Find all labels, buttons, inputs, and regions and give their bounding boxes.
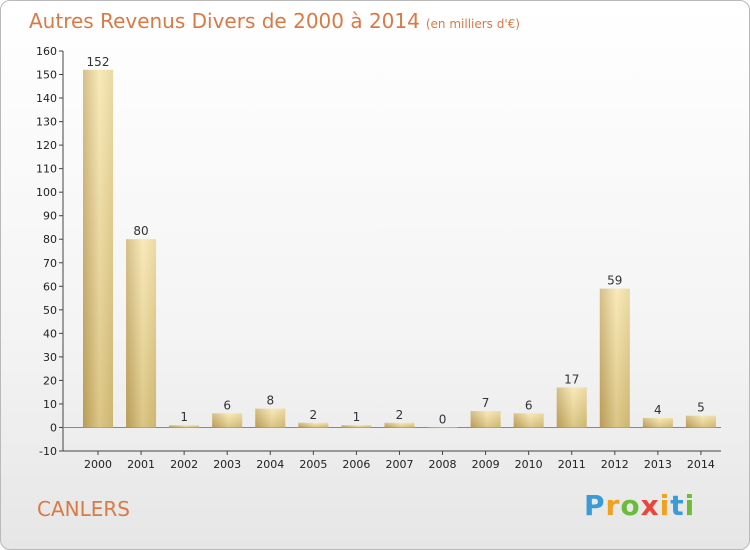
data-label: 6	[525, 398, 533, 412]
y-tick-label: 0	[50, 421, 57, 434]
bar-shade	[685, 415, 716, 428]
x-tick-label: 2012	[601, 458, 629, 471]
bar-shade	[599, 288, 630, 428]
data-label: 5	[697, 401, 705, 415]
data-label: 0	[439, 412, 447, 426]
y-tick-label: 140	[36, 92, 57, 105]
data-label: 152	[87, 55, 110, 69]
data-label: 17	[564, 372, 579, 386]
proxiti-logo: Proxiti	[584, 489, 695, 522]
bar-shade	[642, 418, 673, 428]
y-tick-label: 50	[43, 304, 57, 317]
y-tick-label: 110	[36, 163, 57, 176]
bar-shade	[83, 69, 113, 428]
logo-letter: t	[670, 489, 685, 522]
y-tick-label: 60	[43, 280, 57, 293]
x-tick-label: 2013	[644, 458, 672, 471]
data-label: 2	[396, 408, 404, 422]
x-tick-label: 2014	[687, 458, 715, 471]
x-tick-label: 2009	[472, 458, 500, 471]
data-label: 2	[310, 408, 318, 422]
commune-name: CANLERS	[37, 497, 130, 521]
x-tick-label: 2003	[213, 458, 241, 471]
data-label: 1	[180, 410, 188, 424]
bar-shade	[212, 413, 243, 428]
y-tick-label: -10	[39, 445, 57, 458]
data-label: 59	[607, 274, 622, 288]
x-tick-label: 2001	[127, 458, 155, 471]
data-label: 6	[223, 398, 231, 412]
bar-shade	[384, 422, 415, 428]
bar-shade	[126, 239, 157, 428]
chart-title-text: Autres Revenus Divers de 2000 à 2014	[29, 9, 420, 33]
x-tick-label: 2000	[84, 458, 112, 471]
bar-shade	[169, 425, 200, 428]
chart-bars	[83, 69, 716, 429]
y-tick-label: 70	[43, 257, 57, 270]
y-tick-label: 10	[43, 398, 57, 411]
logo-letter: r	[605, 489, 621, 522]
logo-letter: i	[659, 489, 671, 522]
y-tick-label: 80	[43, 233, 57, 246]
chart-labels: 152 2000 80 2001 1 2002 6 2003 8 2004 2 2005 1 2006 2 2…	[84, 55, 715, 471]
y-tick-label: 130	[36, 116, 57, 129]
y-tick-label: 150	[36, 69, 57, 82]
y-tick-label: 90	[43, 210, 57, 223]
x-tick-label: 2006	[342, 458, 370, 471]
chart-axes: -100102030405060708090100110120130140150…	[36, 45, 721, 458]
x-tick-label: 2010	[515, 458, 543, 471]
data-label: 8	[266, 394, 274, 408]
logo-letter: o	[620, 489, 641, 522]
x-tick-label: 2007	[385, 458, 413, 471]
chart-title: Autres Revenus Divers de 2000 à 2014 (en …	[29, 9, 520, 33]
y-tick-label: 100	[36, 186, 57, 199]
x-tick-label: 2004	[256, 458, 284, 471]
bar-shade	[470, 411, 501, 428]
logo-letter: i	[684, 489, 696, 522]
y-tick-label: 40	[43, 327, 57, 340]
y-tick-label: 160	[36, 45, 57, 58]
y-tick-label: 30	[43, 351, 57, 364]
x-tick-label: 2005	[299, 458, 327, 471]
x-tick-label: 2011	[558, 458, 586, 471]
chart-unit: (en milliers d'€)	[425, 17, 520, 31]
x-tick-label: 2002	[170, 458, 198, 471]
bar-shade	[556, 387, 587, 428]
y-tick-label: 120	[36, 139, 57, 152]
data-label: 80	[133, 224, 148, 238]
bar-shade	[255, 408, 286, 428]
bar-shade	[298, 422, 329, 428]
bar-shade	[427, 427, 458, 429]
bar-shade	[513, 413, 544, 428]
data-label: 1	[353, 410, 361, 424]
data-label: 7	[482, 396, 490, 410]
logo-letter: P	[584, 489, 606, 522]
data-label: 4	[654, 403, 662, 417]
bar-shade	[341, 425, 372, 428]
logo-letter: x	[640, 489, 660, 522]
x-tick-label: 2008	[429, 458, 457, 471]
y-tick-label: 20	[43, 374, 57, 387]
